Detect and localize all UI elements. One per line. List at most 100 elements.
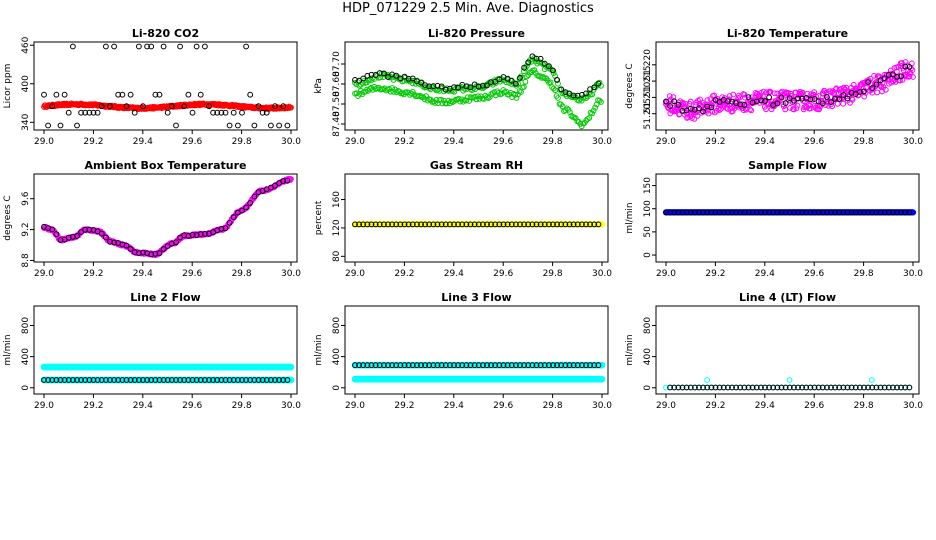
data-point (193, 232, 200, 239)
data-point (480, 82, 486, 89)
data-point (771, 90, 778, 97)
data-point (364, 72, 371, 79)
data-point (546, 63, 552, 69)
plot-frame (33, 305, 298, 395)
plot-frame (33, 173, 298, 263)
x-tick-label: 29.4 (133, 401, 153, 411)
data-point (865, 209, 871, 216)
data-point (239, 207, 245, 214)
page-title: HDP_071229 2.5 Min. Ave. Diagnostics (342, 1, 594, 16)
data-point (890, 209, 896, 216)
data-point (284, 122, 291, 129)
data-point (222, 225, 229, 232)
data-point (272, 182, 278, 189)
data-point (78, 109, 84, 116)
data-point (422, 221, 429, 228)
data-point (598, 221, 606, 228)
data-point (704, 377, 711, 383)
data-point (177, 43, 184, 50)
data-point (793, 105, 800, 112)
data-point (381, 221, 387, 228)
x-tick-label: 29.8 (543, 401, 563, 411)
y-tick-label: 51.205 (643, 98, 653, 130)
y-axis-label: degrees C (625, 63, 635, 108)
data-point (455, 221, 462, 228)
data-point (554, 221, 560, 228)
data-point (596, 97, 603, 104)
data-point (160, 43, 167, 50)
plot-frame (655, 41, 920, 131)
data-point (815, 93, 822, 99)
data-point (711, 109, 718, 116)
data-point (409, 221, 416, 228)
data-point (119, 91, 126, 98)
data-point (136, 43, 142, 50)
y-tick-label: 8.8 (21, 253, 31, 268)
data-point (438, 221, 445, 228)
data-point (682, 101, 689, 107)
data-point (586, 90, 593, 97)
x-tick-label: 29.2 (705, 137, 725, 147)
data-point (819, 209, 826, 216)
data-point (675, 102, 682, 108)
data-point (41, 91, 47, 98)
data-point (855, 92, 862, 98)
x-tick-label: 30.0 (903, 137, 923, 147)
data-point (828, 99, 834, 105)
y-axis-label: percent (314, 200, 324, 235)
data-point (549, 84, 555, 91)
data-point (747, 106, 753, 113)
data-point (98, 230, 105, 237)
data-point (861, 88, 867, 95)
data-point (94, 228, 101, 235)
data-point (583, 90, 589, 97)
data-point (521, 84, 527, 90)
data-point (848, 209, 855, 216)
x-tick-label: 29.4 (444, 137, 464, 147)
data-point (885, 209, 892, 216)
data-point (692, 209, 698, 216)
data-point (574, 221, 581, 228)
data-point (418, 221, 424, 228)
y-tick-label: 0 (643, 252, 653, 258)
data-point (90, 109, 97, 116)
data-point (882, 86, 889, 93)
data-point (550, 221, 556, 228)
data-point (111, 239, 117, 246)
data-point (741, 91, 748, 98)
data-point (515, 80, 521, 87)
data-point (218, 226, 225, 232)
data-point (696, 209, 702, 216)
data-point (541, 221, 548, 228)
data-point (140, 103, 146, 110)
data-point (579, 221, 585, 228)
data-point (537, 221, 544, 228)
data-point (550, 67, 556, 74)
data-point (521, 64, 527, 71)
data-point (513, 81, 519, 87)
data-point (902, 209, 909, 216)
data-point (430, 221, 437, 228)
data-point (589, 110, 595, 117)
data-point (513, 221, 519, 228)
data-point (251, 193, 258, 200)
data-point (496, 221, 503, 228)
data-point (694, 113, 701, 119)
data-point (455, 95, 462, 102)
series-pressure-a (352, 55, 604, 104)
data-point (463, 83, 470, 90)
data-point (247, 200, 254, 206)
y-tick-label: 0 (643, 385, 653, 391)
data-point (473, 96, 480, 103)
data-point (197, 231, 204, 238)
data-point (131, 109, 138, 116)
data-point (156, 91, 163, 98)
data-point (451, 98, 458, 104)
data-point (393, 72, 400, 79)
y-tick-label: 400 (21, 75, 31, 92)
data-point (771, 103, 777, 110)
data-point (570, 92, 577, 99)
data-point (696, 105, 702, 112)
data-point (498, 90, 505, 97)
